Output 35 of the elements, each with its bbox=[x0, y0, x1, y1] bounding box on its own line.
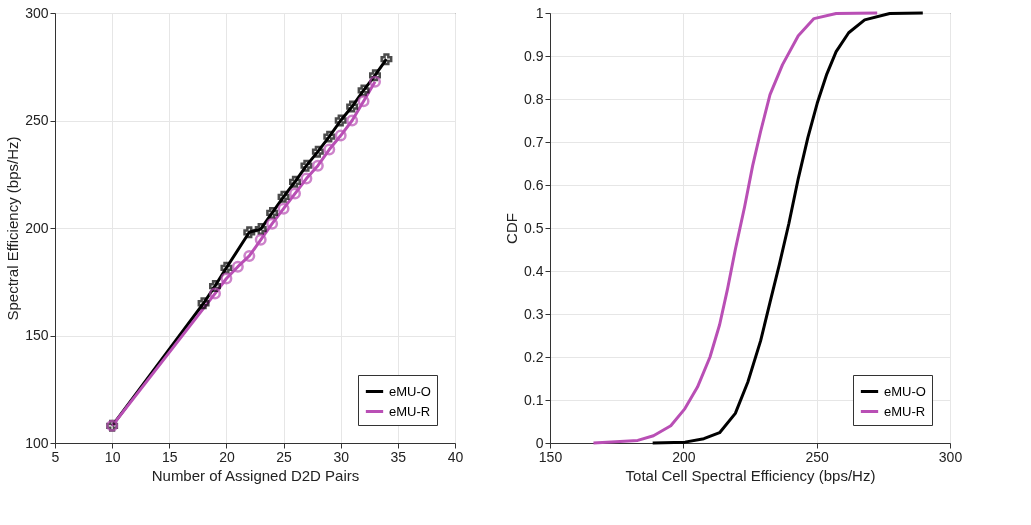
y-tick-label: 0.7 bbox=[524, 133, 544, 150]
x-axis-title: Number of Assigned D2D Pairs bbox=[151, 466, 360, 484]
x-tick-label: 15 bbox=[162, 448, 178, 465]
y-tick-label: 0.2 bbox=[524, 348, 544, 365]
y-tick-label: 200 bbox=[25, 219, 49, 236]
x-tick-label: 5 bbox=[51, 448, 60, 465]
y-tick-label: 150 bbox=[25, 327, 49, 343]
y-tick-label: 0 bbox=[535, 434, 544, 451]
y-tick-label: 0.4 bbox=[524, 262, 544, 279]
y-tick-label: 100 bbox=[25, 434, 49, 451]
x-tick-label: 40 bbox=[447, 448, 464, 465]
y-tick-label: 0.5 bbox=[524, 219, 544, 236]
x-tick-label: 300 bbox=[938, 448, 963, 465]
legend-label: eMU-O bbox=[389, 383, 431, 399]
x-tick-label: 30 bbox=[333, 448, 350, 465]
legend-label: eMU-O bbox=[884, 383, 926, 399]
y-tick-label: 300 bbox=[25, 4, 49, 21]
x-tick-label: 10 bbox=[104, 448, 121, 465]
legend-label: eMU-R bbox=[389, 403, 431, 419]
y-tick-label: 0.1 bbox=[524, 391, 544, 408]
x-tick-label: 250 bbox=[805, 448, 830, 465]
y-tick-label: 1 bbox=[535, 4, 544, 21]
y-axis-title: Spectral Efficiency (bps/Hz) bbox=[4, 136, 22, 321]
x-tick-label: 25 bbox=[276, 448, 293, 465]
y-tick-label: 0.6 bbox=[524, 176, 544, 193]
y-tick-label: 250 bbox=[25, 112, 49, 128]
x-tick-label: 20 bbox=[219, 448, 235, 465]
y-tick-label: 0.3 bbox=[524, 305, 544, 322]
y-tick-label: 0.8 bbox=[524, 90, 544, 107]
x-axis-title: Total Cell Spectral Efficiency (bps/Hz) bbox=[625, 466, 876, 484]
legend-label: eMU-R bbox=[884, 403, 926, 419]
x-tick-label: 35 bbox=[390, 448, 407, 465]
y-tick-label: 0.9 bbox=[524, 47, 544, 64]
x-tick-label: 200 bbox=[672, 448, 696, 465]
y-axis-title: CDF bbox=[503, 213, 521, 244]
